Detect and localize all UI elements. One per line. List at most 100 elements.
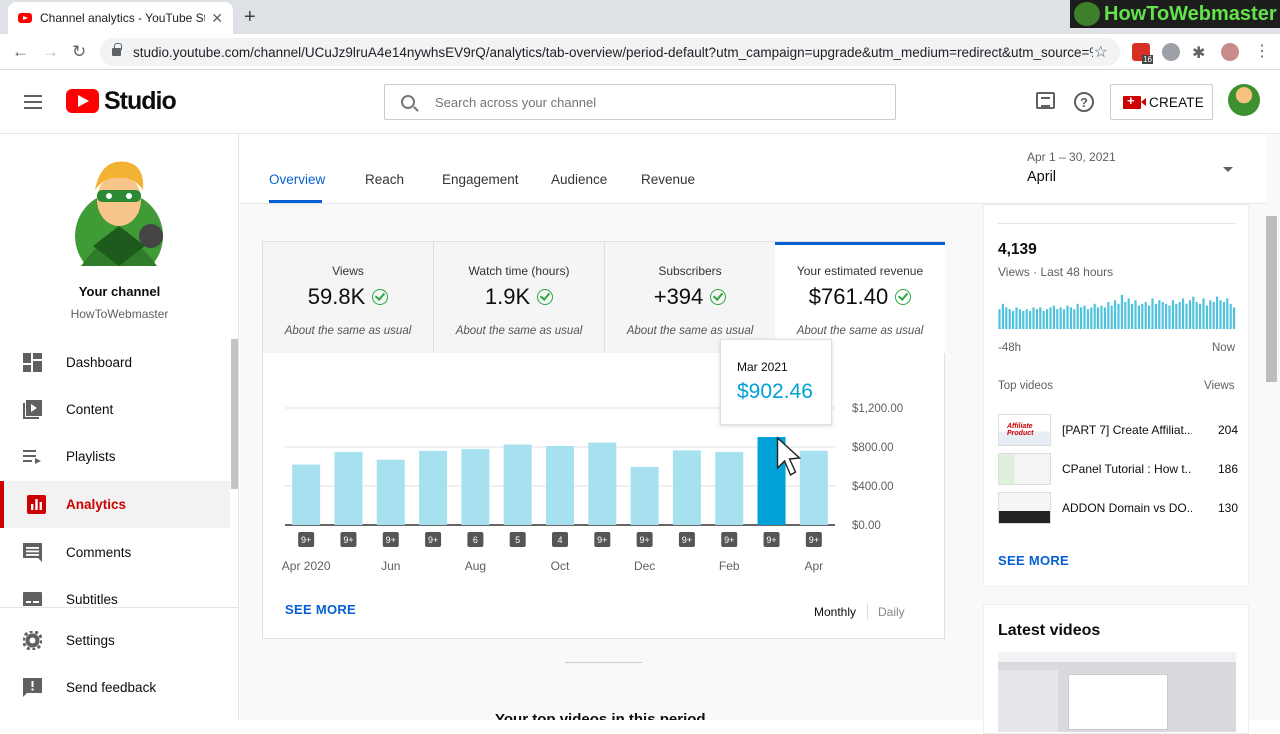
- daily-toggle[interactable]: Daily: [878, 605, 905, 619]
- y-tick-label: $1,200.00: [852, 403, 903, 415]
- panel-divider: [998, 223, 1235, 224]
- realtime-bar: [1001, 303, 1004, 329]
- metric-value-row: $761.40: [775, 284, 945, 310]
- profile-avatar-icon[interactable]: [1221, 43, 1239, 61]
- close-tab-icon[interactable]: ✕: [211, 9, 223, 26]
- y-tick-label: $0.00: [852, 520, 881, 532]
- metric-watch-time[interactable]: Watch time (hours) 1.9K About the same a…: [434, 242, 605, 353]
- new-tab-button[interactable]: +: [244, 6, 256, 28]
- youtube-logo-icon[interactable]: [66, 89, 99, 113]
- tab-overview[interactable]: Overview: [269, 172, 326, 187]
- youtube-favicon-icon: [18, 13, 32, 23]
- upload-count-badge: 9+: [343, 535, 353, 545]
- upload-count-badge: 9+: [809, 535, 819, 545]
- realtime-bar: [1202, 298, 1205, 329]
- realtime-bar: [1205, 305, 1208, 329]
- sidebar-item-comments[interactable]: Comments: [0, 529, 230, 576]
- realtime-bar: [1188, 300, 1191, 329]
- gear-icon: [23, 631, 42, 650]
- top-video-row[interactable]: Affiliate Product [PART 7] Create Affili…: [998, 414, 1238, 448]
- top-video-row[interactable]: CPanel Tutorial : How t... 186: [998, 453, 1238, 487]
- realtime-bar: [1148, 305, 1151, 329]
- video-title: ADDON Domain vs DO...: [1062, 501, 1192, 515]
- feedback-message-icon[interactable]: [1036, 92, 1055, 109]
- top-videos-see-more-link[interactable]: SEE MORE: [998, 553, 1070, 568]
- browser-tab-title: Channel analytics - YouTube Studio: [40, 11, 205, 25]
- realtime-bar: [1216, 296, 1219, 329]
- monthly-toggle[interactable]: Monthly: [814, 605, 857, 619]
- create-button[interactable]: CREATE: [1110, 84, 1213, 120]
- search-box[interactable]: [384, 84, 896, 120]
- reload-icon[interactable]: ↻: [72, 42, 87, 61]
- realtime-bar: [1219, 300, 1222, 329]
- metric-estimated-revenue[interactable]: Your estimated revenue $761.40 About the…: [775, 242, 945, 353]
- search-icon: [401, 95, 415, 109]
- tab-reach[interactable]: Reach: [365, 172, 405, 187]
- extensions-puzzle-icon[interactable]: ✱: [1192, 45, 1206, 62]
- realtime-bar: [1039, 307, 1042, 329]
- help-icon[interactable]: ?: [1074, 92, 1094, 112]
- back-arrow-icon[interactable]: ←: [12, 42, 29, 61]
- sidebar-item-send-feedback[interactable]: Send feedback: [0, 664, 230, 711]
- sidebar-item-playlists[interactable]: Playlists: [0, 433, 230, 480]
- sidebar-item-settings[interactable]: Settings: [0, 617, 230, 664]
- extension-badge: 16: [1142, 55, 1153, 64]
- adblock-icon[interactable]: [1162, 43, 1180, 61]
- url-bar[interactable]: studio.youtube.com/channel/UCuJz9lruA4e1…: [100, 38, 1120, 66]
- upload-count-badge: 6: [473, 535, 478, 545]
- tab-revenue[interactable]: Revenue: [641, 172, 696, 187]
- latest-video-thumbnail[interactable]: [998, 652, 1236, 732]
- studio-logo-text[interactable]: Studio: [104, 87, 177, 115]
- sidebar-item-dashboard[interactable]: Dashboard: [0, 339, 230, 386]
- chart-tooltip: Mar 2021 $902.46: [720, 339, 832, 425]
- check-circle-icon: [895, 289, 912, 305]
- content-icon: [23, 400, 42, 419]
- revenue-chart: $0.00 $400.00 $800.00 $1,200.00 9+ Apr 2020 9+…: [282, 403, 903, 573]
- realtime-bar: [1165, 303, 1168, 329]
- sidebar-item-analytics[interactable]: Analytics: [0, 481, 230, 528]
- create-label: CREATE: [1149, 94, 1204, 110]
- account-avatar[interactable]: [1228, 84, 1260, 116]
- studio-header: Studio ? CREATE: [0, 70, 1280, 134]
- realtime-bar: [1222, 302, 1225, 329]
- metric-subscribers[interactable]: Subscribers +394 About the same as usual: [605, 242, 776, 353]
- metric-label: Your estimated revenue: [796, 264, 924, 278]
- sidebar-item-content[interactable]: Content: [0, 386, 230, 433]
- channel-name: HowToWebmaster: [70, 307, 169, 321]
- top-video-row[interactable]: ADDON Domain vs DO... 130: [998, 492, 1238, 526]
- extension-red-icon[interactable]: 16: [1132, 43, 1153, 64]
- channel-avatar[interactable]: [71, 156, 167, 266]
- browser-tab[interactable]: Channel analytics - YouTube Studio ✕: [8, 2, 233, 34]
- bookmark-star-icon[interactable]: ☆: [1093, 44, 1108, 61]
- forward-arrow-icon[interactable]: →: [42, 42, 59, 61]
- main-scrollbar[interactable]: [1266, 216, 1277, 382]
- top-videos-heading: Your top videos in this period: [495, 711, 706, 720]
- realtime-bar: [1141, 303, 1144, 329]
- video-views: 204: [1217, 423, 1238, 437]
- realtime-bar: [1059, 307, 1062, 329]
- realtime-bar: [1114, 300, 1117, 329]
- chart-bar: [588, 442, 617, 525]
- see-more-link[interactable]: SEE MORE: [285, 602, 357, 617]
- search-input[interactable]: [435, 94, 835, 110]
- sidebar-item-label: Send feedback: [66, 680, 157, 695]
- address-bar-row: ← → ↻ studio.youtube.com/channel/UCuJz9l…: [0, 34, 1280, 70]
- x-tick-label: Apr 2020: [282, 559, 331, 573]
- realtime-bar: [1168, 305, 1171, 329]
- sidebar-scrollbar[interactable]: [231, 339, 238, 489]
- realtime-bar: [1229, 303, 1232, 329]
- toggle-divider: [867, 603, 868, 619]
- metric-views[interactable]: Views 59.8K About the same as usual: [263, 242, 434, 353]
- sidebar-item-subtitles[interactable]: Subtitles: [0, 576, 230, 606]
- browser-menu-icon[interactable]: ⋮: [1254, 43, 1270, 60]
- x-tick-label: Jun: [381, 559, 400, 573]
- upload-count-badge-box: [594, 532, 611, 547]
- metric-value-row: +394: [605, 284, 775, 310]
- tab-audience[interactable]: Audience: [551, 172, 608, 187]
- hamburger-menu-icon[interactable]: [24, 95, 42, 109]
- upload-count-badge: 9+: [766, 535, 776, 545]
- upload-count-badge-box: [552, 532, 568, 547]
- sidebar-item-label: Subtitles: [66, 592, 118, 606]
- upload-count-badge: 9+: [428, 535, 438, 545]
- tab-engagement[interactable]: Engagement: [442, 172, 519, 187]
